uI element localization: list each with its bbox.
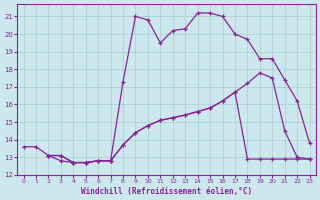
X-axis label: Windchill (Refroidissement éolien,°C): Windchill (Refroidissement éolien,°C): [81, 187, 252, 196]
